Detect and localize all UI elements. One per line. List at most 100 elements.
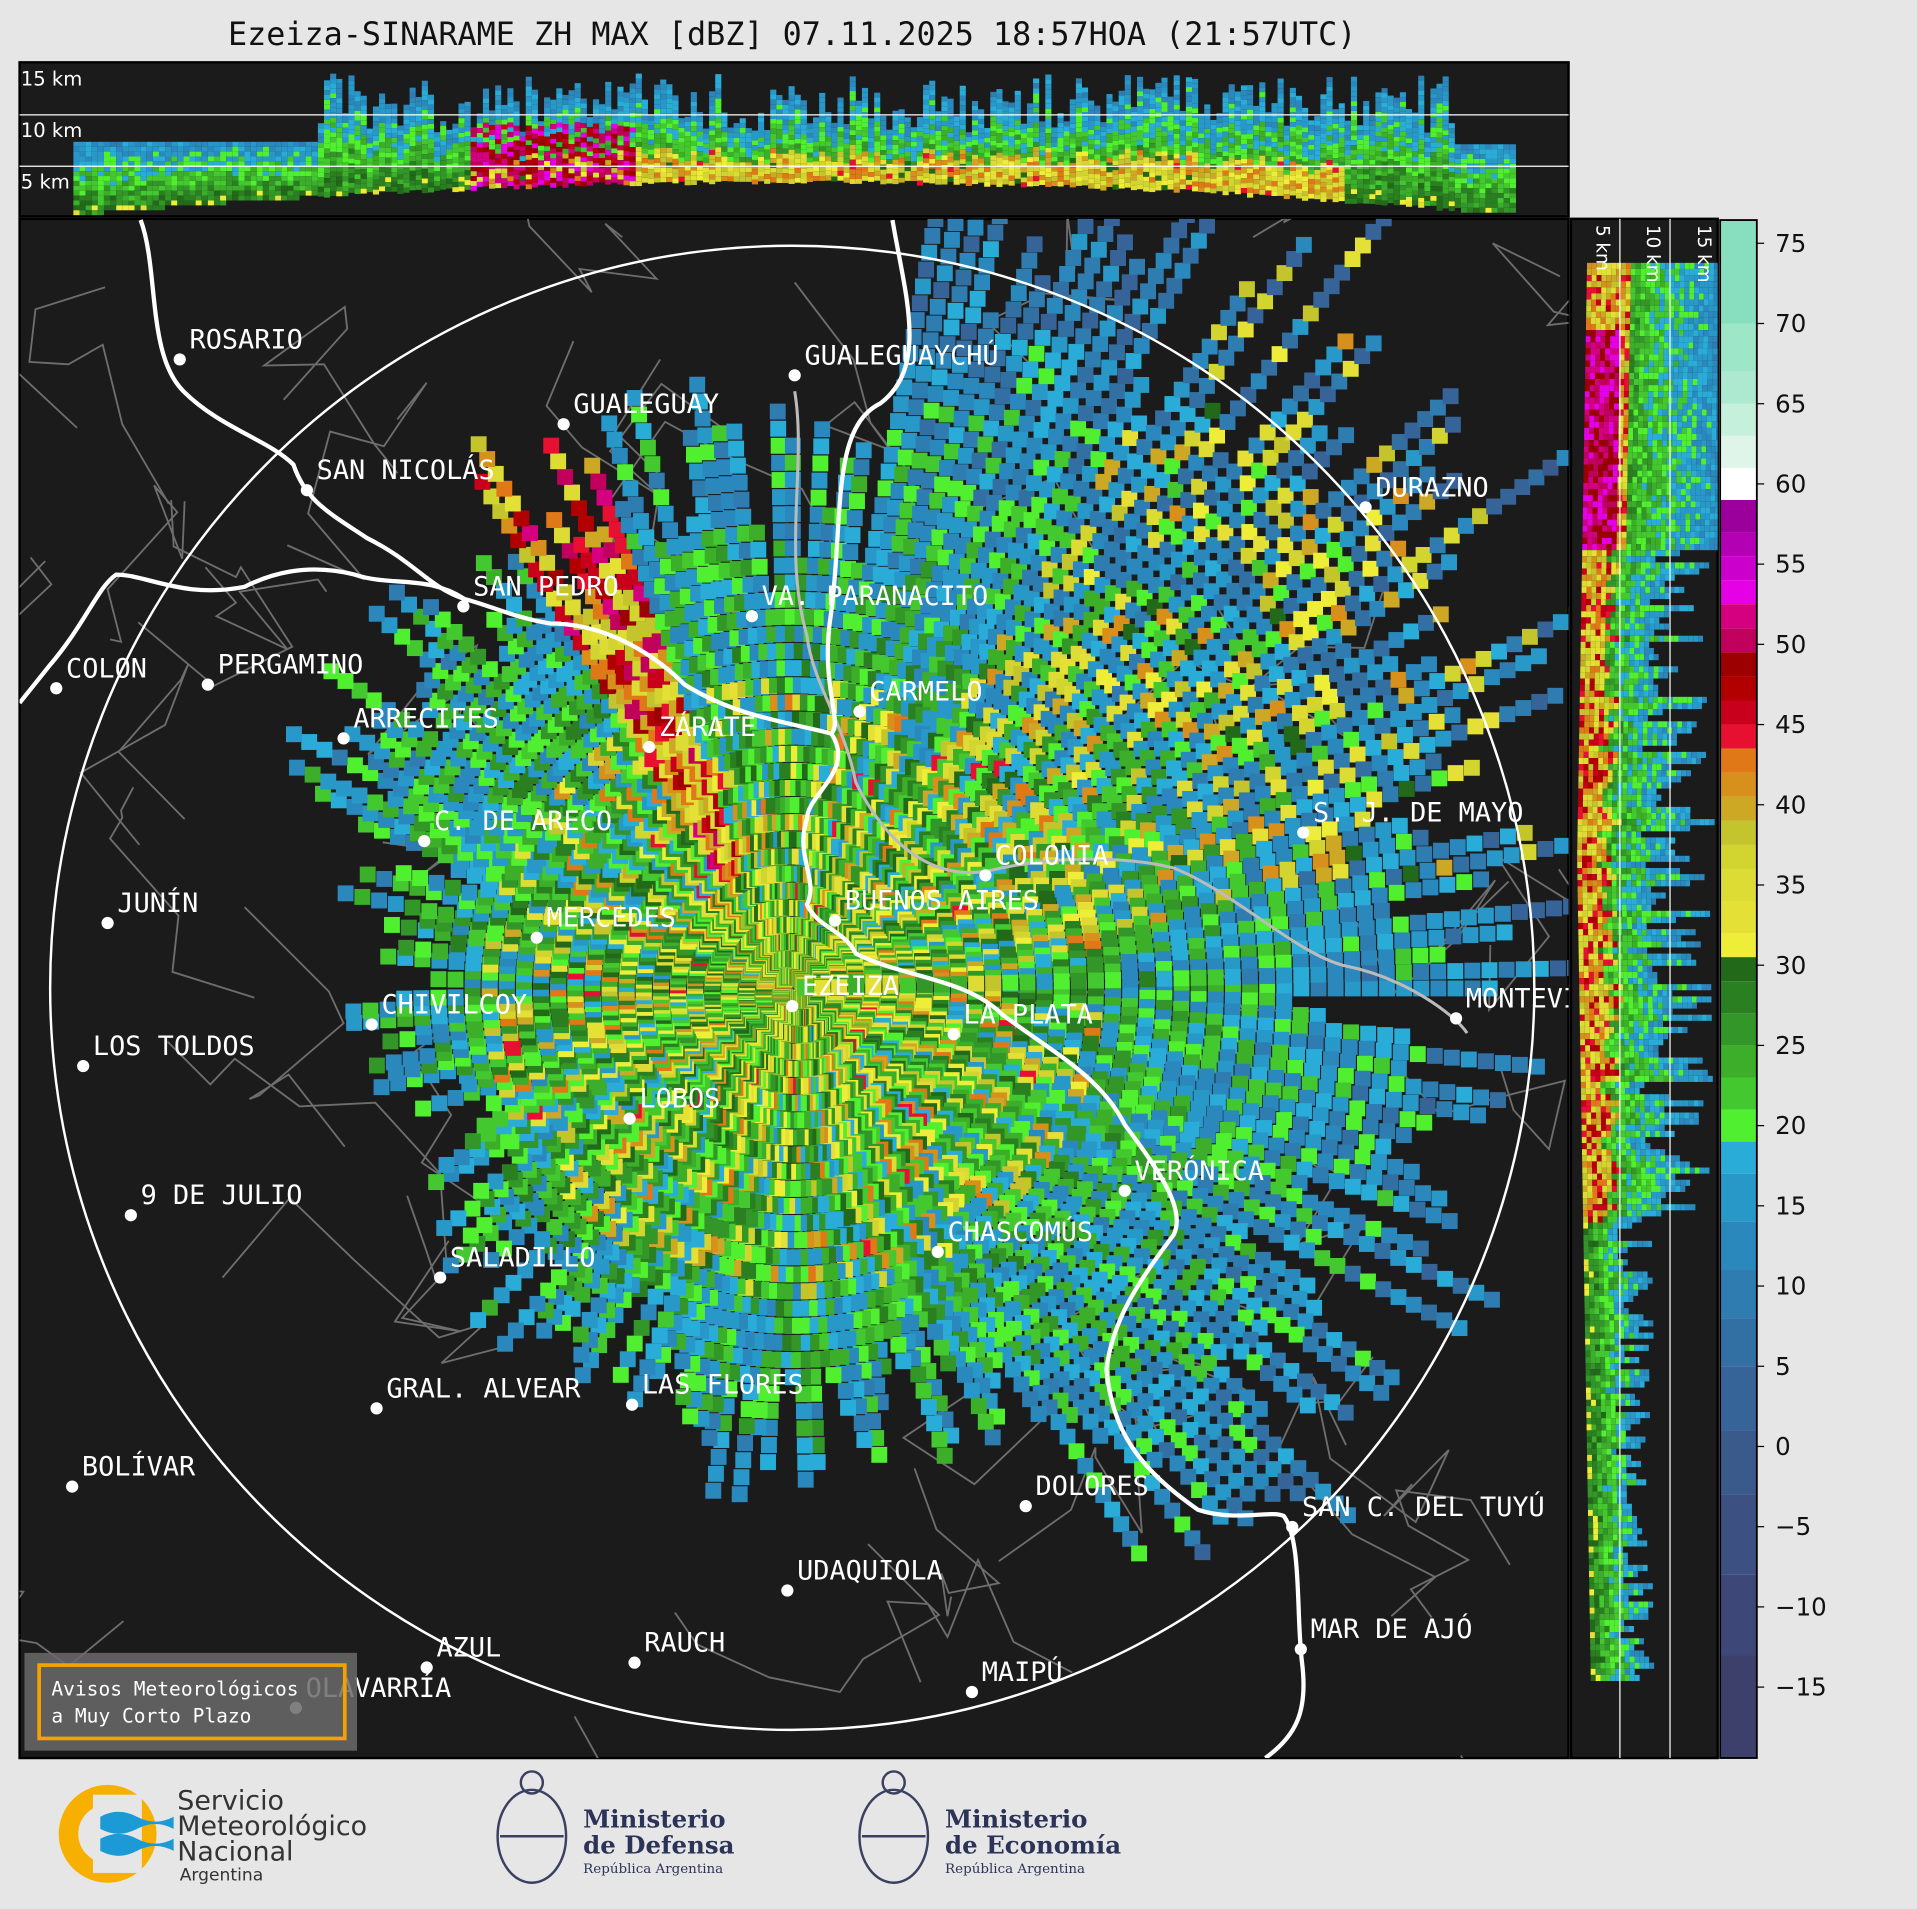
echo-cell bbox=[1375, 131, 1382, 137]
echo-cell bbox=[391, 108, 398, 114]
echo-cell bbox=[1337, 1068, 1354, 1084]
echo-cell bbox=[1509, 207, 1516, 213]
echo-cell bbox=[568, 104, 575, 110]
echo-cell bbox=[1460, 149, 1468, 155]
echo-cell bbox=[550, 182, 557, 188]
echo-cell bbox=[647, 120, 655, 126]
echo-cell bbox=[158, 195, 166, 201]
echo-cell bbox=[855, 110, 862, 116]
echo-cell bbox=[1369, 150, 1376, 156]
echo-cell bbox=[305, 166, 312, 172]
echo-cell bbox=[1002, 116, 1009, 121]
echo-cell bbox=[507, 181, 514, 187]
echo-cell bbox=[629, 156, 636, 162]
echo-cell bbox=[813, 117, 820, 123]
echo-cell bbox=[733, 123, 740, 128]
echo-cell bbox=[819, 97, 826, 103]
echo-cell bbox=[788, 144, 795, 150]
echo-cell bbox=[452, 133, 459, 139]
echo-cell bbox=[1397, 1234, 1413, 1250]
echo-cell bbox=[1289, 107, 1296, 113]
echo-cell bbox=[910, 146, 917, 152]
echo-cell bbox=[1320, 177, 1327, 183]
echo-cell bbox=[97, 190, 104, 196]
echo-cell bbox=[324, 119, 331, 125]
echo-cell bbox=[923, 114, 930, 120]
echo-cell bbox=[1081, 131, 1089, 137]
echo-cell bbox=[1277, 122, 1284, 128]
echo-cell bbox=[941, 130, 948, 136]
echo-cell bbox=[1167, 125, 1174, 131]
echo-cell bbox=[220, 190, 227, 196]
echo-cell bbox=[923, 89, 930, 95]
echo-cell bbox=[348, 80, 355, 86]
echo-cell bbox=[611, 172, 618, 178]
echo-cell bbox=[629, 142, 636, 148]
echo-cell bbox=[1290, 1033, 1307, 1050]
echo-cell bbox=[1340, 1053, 1356, 1070]
echo-cell bbox=[1314, 145, 1321, 151]
echo-cell bbox=[134, 205, 141, 211]
echo-cell bbox=[1204, 153, 1211, 159]
echo-cell bbox=[1383, 1369, 1400, 1386]
echo-cell bbox=[580, 181, 587, 187]
echo-cell bbox=[513, 116, 520, 121]
echo-cell bbox=[152, 156, 159, 162]
echo-cell bbox=[849, 169, 856, 175]
echo-cell bbox=[923, 109, 930, 115]
echo-cell bbox=[1321, 1065, 1337, 1082]
echo-cell bbox=[1222, 151, 1229, 157]
echo-cell bbox=[1412, 185, 1419, 191]
echo-cell bbox=[745, 167, 752, 173]
echo-cell bbox=[635, 98, 642, 103]
echo-cell bbox=[513, 174, 520, 180]
echo-cell bbox=[1295, 110, 1303, 116]
echo-cell bbox=[1143, 171, 1150, 177]
echo-cell bbox=[152, 141, 159, 147]
echo-cell bbox=[672, 173, 679, 179]
echo-cell bbox=[305, 161, 312, 167]
echo-cell bbox=[391, 132, 398, 138]
echo-cell bbox=[965, 151, 972, 157]
echo-cell bbox=[929, 144, 936, 150]
echo-cell bbox=[1234, 164, 1241, 170]
echo-cell bbox=[1424, 147, 1431, 153]
echo-cell bbox=[556, 98, 563, 103]
echo-cell bbox=[978, 143, 985, 149]
echo-cell bbox=[1454, 158, 1461, 164]
echo-cell bbox=[1063, 165, 1070, 171]
echo-cell bbox=[544, 131, 551, 137]
echo-cell bbox=[513, 160, 520, 165]
echo-cell bbox=[1002, 164, 1009, 170]
boundary-line bbox=[393, 1195, 462, 1333]
echo-cell bbox=[996, 89, 1003, 94]
echo-cell bbox=[1314, 189, 1321, 195]
echo-cell bbox=[1292, 1007, 1309, 1023]
echo-cell bbox=[452, 177, 459, 183]
echo-cell bbox=[1033, 98, 1040, 103]
echo-cell bbox=[874, 161, 881, 167]
echo-cell bbox=[1393, 166, 1400, 171]
echo-cell bbox=[1008, 151, 1015, 157]
echo-cell bbox=[1479, 173, 1486, 179]
echo-cell bbox=[1418, 168, 1425, 174]
echo-cell bbox=[1399, 106, 1406, 112]
echo-cell bbox=[647, 130, 655, 135]
echo-cell bbox=[427, 99, 435, 105]
echo-cell bbox=[1198, 187, 1205, 192]
echo-cell bbox=[629, 132, 636, 138]
echo-cell bbox=[953, 165, 960, 171]
echo-cell bbox=[1354, 1350, 1371, 1367]
echo-cell bbox=[1161, 87, 1168, 93]
echo-cell bbox=[678, 157, 685, 163]
echo-cell bbox=[660, 172, 667, 178]
echo-cell bbox=[1222, 190, 1229, 196]
echo-cell bbox=[299, 166, 306, 172]
echo-cell bbox=[525, 81, 532, 87]
echo-cell bbox=[1306, 1299, 1322, 1316]
echo-cell bbox=[262, 156, 269, 162]
echo-cell bbox=[1377, 1190, 1394, 1207]
echo-cell bbox=[1185, 184, 1193, 190]
echo-cell bbox=[562, 134, 569, 139]
